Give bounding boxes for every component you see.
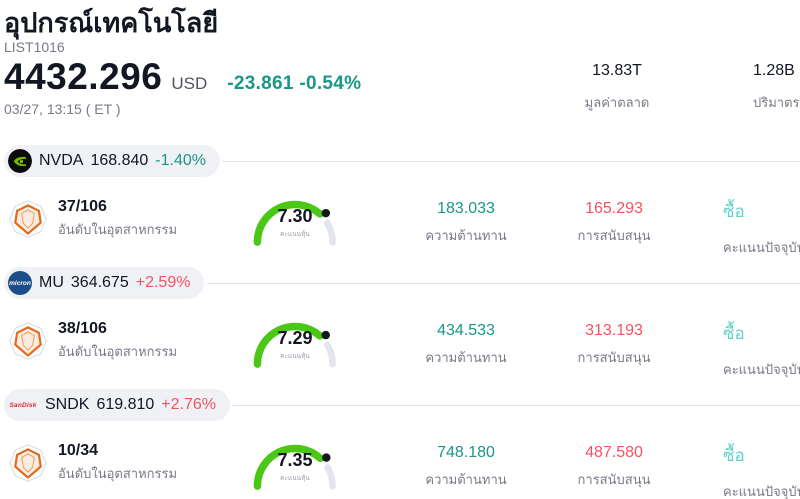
rank-label: อันดับในอุตสาหกรรม [58,344,178,359]
gauge-arc [253,444,336,490]
score-value: 7.30 [277,206,313,226]
rank-text: 10/34 อันดับในอุตสาหกรรม [58,434,177,485]
symbol-price: 168.840 [90,152,149,169]
score-value: 7.29 [277,328,313,348]
support-value: 165.293 [585,200,643,217]
rating-col: ซื้อ คะแนนปัจจุบัน [723,312,800,380]
symbol-change: +2.59% [135,274,191,291]
volume-value: 1.28B [753,62,795,79]
support-col: 313.193 การสนับสนุน [540,312,688,368]
symbol-pill[interactable]: SanDisk SNDK 619.810 +2.76% [4,389,231,421]
industry-rank: 37/106 อันดับในอุตสาหกรรม [8,190,177,241]
index-change: -23.861 -0.54% [227,73,362,94]
rating-label: คะแนนปัจจุบัน [723,240,800,255]
industry-rank: 38/106 อันดับในอุตสาหกรรม [8,312,177,363]
support-label: การสนับสนุน [577,228,651,243]
resistance-value: 748.180 [437,444,495,461]
rank-value: 38/106 [58,320,107,337]
rating-value: ซื้อ [723,324,745,343]
rating-value: ซื้อ [723,446,745,465]
rating-col: ซื้อ คะแนนปัจจุบัน [723,434,800,499]
rating-label: คะแนนปัจจุบัน [723,484,800,499]
rating-label: คะแนนปัจจุบัน [723,362,800,377]
quote-timestamp: 03/27, 13:15 ( ET ) [4,101,121,117]
resistance-col: 434.533 ความต้านทาน [350,312,582,368]
score-label: คะแนนหุ้น [280,231,310,238]
rating-col: ซื้อ คะแนนปัจจุบัน [723,190,800,258]
symbol-price: 364.675 [70,274,129,291]
nvidia-logo-icon [8,149,32,173]
score-gauge: 7.30 คะแนนหุ้น [248,190,342,248]
resistance-label: ความต้านทาน [425,228,507,243]
symbol: SNDK [45,396,90,413]
score-value: 7.35 [277,450,313,470]
stock-row-nvda: NVDA 168.840 -1.40% 37/106 อันดับในอุตสา… [0,145,800,255]
support-col: 487.580 การสนับสนุน [540,434,688,490]
stock-row-mu: micron MU 364.675 +2.59% 38/106 อันดับใน… [0,267,800,377]
support-label: การสนับสนุน [577,472,651,487]
list-id: LIST1016 [4,39,65,55]
resistance-label: ความต้านทาน [425,472,507,487]
rank-label: อันดับในอุตสาหกรรม [58,222,178,237]
symbol-price: 619.810 [96,396,155,413]
market-cap-value: 13.83T [592,62,642,79]
rating-value: ซื้อ [723,202,745,221]
row-header: NVDA 168.840 -1.40% [0,145,800,177]
currency-label: USD [171,74,208,93]
support-value: 487.580 [585,444,643,461]
row-body: 38/106 อันดับในอุตสาหกรรม 7.29 คะแนนหุ้น… [0,312,800,382]
row-body: 37/106 อันดับในอุตสาหกรรม 7.30 คะแนนหุ้น… [0,190,800,260]
resistance-value: 434.533 [437,322,495,339]
divider [206,282,800,284]
divider [222,160,800,162]
support-label: การสนับสนุน [577,350,651,365]
score-label: คะแนนหุ้น [280,475,310,482]
support-value: 313.193 [585,322,643,339]
symbol-change: +2.76% [161,396,217,413]
gauge-arc [253,322,336,368]
symbol-change: -1.40% [155,152,206,169]
page-title: อุปกรณ์เทคโนโลยี [4,8,219,38]
sandisk-logo-icon: SanDisk [9,401,37,409]
score-gauge: 7.29 คะแนนหุ้น [248,312,342,370]
industry-rank-badge-icon [8,199,48,241]
resistance-col: 748.180 ความต้านทาน [350,434,582,490]
index-price: 4432.296 [4,56,163,97]
micron-logo-icon: micron [8,271,32,295]
symbol-pill[interactable]: micron MU 364.675 +2.59% [4,267,205,299]
score-label: คะแนนหุ้น [280,353,310,360]
divider [232,404,800,406]
score-gauge: 7.35 คะแนนหุ้น [248,434,342,492]
industry-rank: 10/34 อันดับในอุตสาหกรรม [8,434,177,485]
support-col: 165.293 การสนับสนุน [540,190,688,246]
resistance-col: 183.033 ความต้านทาน [350,190,582,246]
market-cap-stat: 13.83T มูลค่าตลาด [558,62,676,113]
industry-rank-badge-icon [8,443,48,485]
rank-label: อันดับในอุตสาหกรรม [58,466,178,481]
stock-row-sndk: SanDisk SNDK 619.810 +2.76% 10/34 อันดับ… [0,389,800,499]
index-price-line: 4432.296 USD -23.861 -0.54% [4,56,361,98]
resistance-value: 183.033 [437,200,495,217]
market-cap-label: มูลค่าตลาด [584,95,650,110]
symbol-pill[interactable]: NVDA 168.840 -1.40% [4,145,220,177]
rank-value: 10/34 [58,442,99,459]
industry-rank-badge-icon [8,321,48,363]
rank-text: 38/106 อันดับในอุตสาหกรรม [58,312,177,363]
volume-stat: 1.28B ปริมาตร [753,62,800,113]
row-body: 10/34 อันดับในอุตสาหกรรม 7.35 คะแนนหุ้น … [0,434,800,499]
gauge-arc [253,200,336,246]
rank-value: 37/106 [58,198,107,215]
resistance-label: ความต้านทาน [425,350,507,365]
symbol: NVDA [39,152,84,169]
row-header: micron MU 364.675 +2.59% [0,267,800,299]
symbol: MU [39,274,64,291]
rank-text: 37/106 อันดับในอุตสาหกรรม [58,190,177,241]
row-header: SanDisk SNDK 619.810 +2.76% [0,389,800,421]
volume-label: ปริมาตร [753,95,800,110]
